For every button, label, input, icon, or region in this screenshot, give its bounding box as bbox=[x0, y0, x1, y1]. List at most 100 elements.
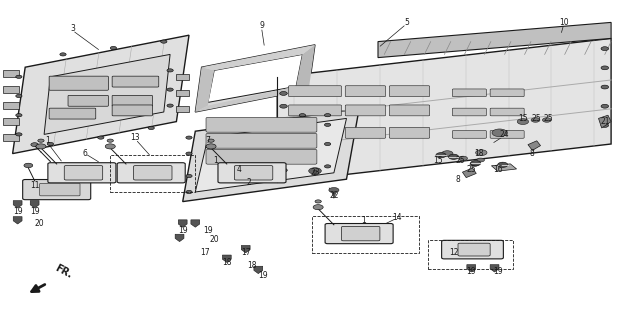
Text: 8: 8 bbox=[455, 175, 460, 184]
Circle shape bbox=[110, 46, 117, 50]
FancyBboxPatch shape bbox=[112, 76, 159, 87]
Circle shape bbox=[16, 114, 22, 117]
Bar bbox=[428, 240, 513, 269]
Circle shape bbox=[299, 114, 306, 117]
Circle shape bbox=[324, 142, 331, 146]
Circle shape bbox=[31, 143, 38, 147]
Text: 10: 10 bbox=[559, 18, 569, 27]
Circle shape bbox=[309, 168, 321, 174]
Circle shape bbox=[470, 162, 479, 166]
Polygon shape bbox=[13, 201, 22, 208]
Text: 13: 13 bbox=[130, 133, 140, 142]
FancyBboxPatch shape bbox=[206, 133, 317, 148]
Bar bbox=[3, 134, 19, 141]
Text: 25: 25 bbox=[455, 156, 465, 164]
Text: 1: 1 bbox=[361, 216, 366, 225]
Text: 25: 25 bbox=[543, 114, 553, 123]
FancyBboxPatch shape bbox=[345, 127, 386, 138]
Circle shape bbox=[324, 165, 331, 168]
Polygon shape bbox=[222, 255, 231, 262]
Text: 25: 25 bbox=[466, 165, 476, 174]
FancyBboxPatch shape bbox=[289, 86, 341, 97]
Circle shape bbox=[280, 136, 287, 140]
Polygon shape bbox=[332, 193, 336, 198]
Polygon shape bbox=[277, 38, 611, 182]
FancyBboxPatch shape bbox=[389, 105, 430, 116]
Bar bbox=[3, 86, 19, 93]
Polygon shape bbox=[183, 109, 359, 202]
Bar bbox=[176, 90, 189, 96]
Polygon shape bbox=[462, 168, 476, 178]
FancyBboxPatch shape bbox=[64, 166, 103, 180]
FancyBboxPatch shape bbox=[452, 89, 486, 97]
Circle shape bbox=[16, 75, 22, 78]
Circle shape bbox=[436, 153, 446, 158]
FancyBboxPatch shape bbox=[452, 108, 486, 116]
FancyBboxPatch shape bbox=[442, 240, 503, 259]
Text: 19: 19 bbox=[203, 226, 213, 235]
Polygon shape bbox=[175, 234, 184, 242]
FancyBboxPatch shape bbox=[134, 166, 172, 180]
Text: 14: 14 bbox=[392, 213, 402, 222]
Circle shape bbox=[601, 47, 609, 51]
Circle shape bbox=[105, 144, 115, 149]
Circle shape bbox=[98, 136, 104, 139]
Polygon shape bbox=[491, 164, 517, 171]
Circle shape bbox=[186, 174, 192, 178]
Polygon shape bbox=[208, 54, 302, 102]
Circle shape bbox=[498, 162, 508, 167]
Circle shape bbox=[16, 94, 22, 98]
FancyBboxPatch shape bbox=[490, 89, 524, 97]
Polygon shape bbox=[528, 141, 541, 150]
Polygon shape bbox=[191, 220, 200, 227]
Polygon shape bbox=[178, 220, 187, 227]
Text: 18: 18 bbox=[247, 261, 257, 270]
Circle shape bbox=[517, 119, 529, 124]
Text: 2: 2 bbox=[246, 178, 251, 187]
Text: 12: 12 bbox=[449, 248, 459, 257]
Polygon shape bbox=[13, 35, 189, 154]
Polygon shape bbox=[30, 201, 39, 208]
Polygon shape bbox=[490, 265, 499, 272]
Circle shape bbox=[492, 129, 507, 137]
Circle shape bbox=[208, 139, 214, 142]
Text: 19: 19 bbox=[493, 268, 503, 276]
Text: 6: 6 bbox=[83, 149, 88, 158]
Polygon shape bbox=[254, 266, 263, 274]
Circle shape bbox=[477, 158, 484, 162]
Bar bbox=[3, 102, 19, 109]
Text: 19: 19 bbox=[13, 207, 23, 216]
Circle shape bbox=[313, 205, 323, 210]
FancyBboxPatch shape bbox=[49, 108, 96, 119]
Circle shape bbox=[280, 92, 287, 95]
Circle shape bbox=[459, 156, 467, 161]
Text: 25: 25 bbox=[532, 114, 542, 123]
Circle shape bbox=[16, 133, 22, 136]
Circle shape bbox=[186, 152, 192, 155]
Text: 19: 19 bbox=[466, 268, 476, 276]
Bar bbox=[176, 74, 189, 80]
FancyBboxPatch shape bbox=[112, 105, 152, 116]
Circle shape bbox=[167, 69, 173, 72]
Text: 7: 7 bbox=[205, 136, 210, 145]
Text: 3: 3 bbox=[70, 24, 75, 33]
Polygon shape bbox=[195, 45, 315, 112]
FancyBboxPatch shape bbox=[218, 163, 286, 183]
Circle shape bbox=[324, 114, 331, 117]
Circle shape bbox=[280, 156, 287, 159]
Circle shape bbox=[186, 190, 192, 194]
Circle shape bbox=[161, 40, 167, 43]
Text: 15: 15 bbox=[433, 156, 443, 164]
Polygon shape bbox=[202, 45, 315, 70]
FancyBboxPatch shape bbox=[112, 95, 152, 106]
Circle shape bbox=[38, 139, 44, 142]
Text: 22: 22 bbox=[329, 191, 339, 200]
Text: 20: 20 bbox=[34, 220, 44, 228]
Circle shape bbox=[476, 150, 487, 156]
Circle shape bbox=[601, 104, 609, 108]
Circle shape bbox=[236, 178, 243, 181]
Text: 19: 19 bbox=[178, 226, 188, 235]
Circle shape bbox=[542, 118, 551, 122]
FancyBboxPatch shape bbox=[458, 243, 490, 256]
Circle shape bbox=[206, 144, 216, 149]
